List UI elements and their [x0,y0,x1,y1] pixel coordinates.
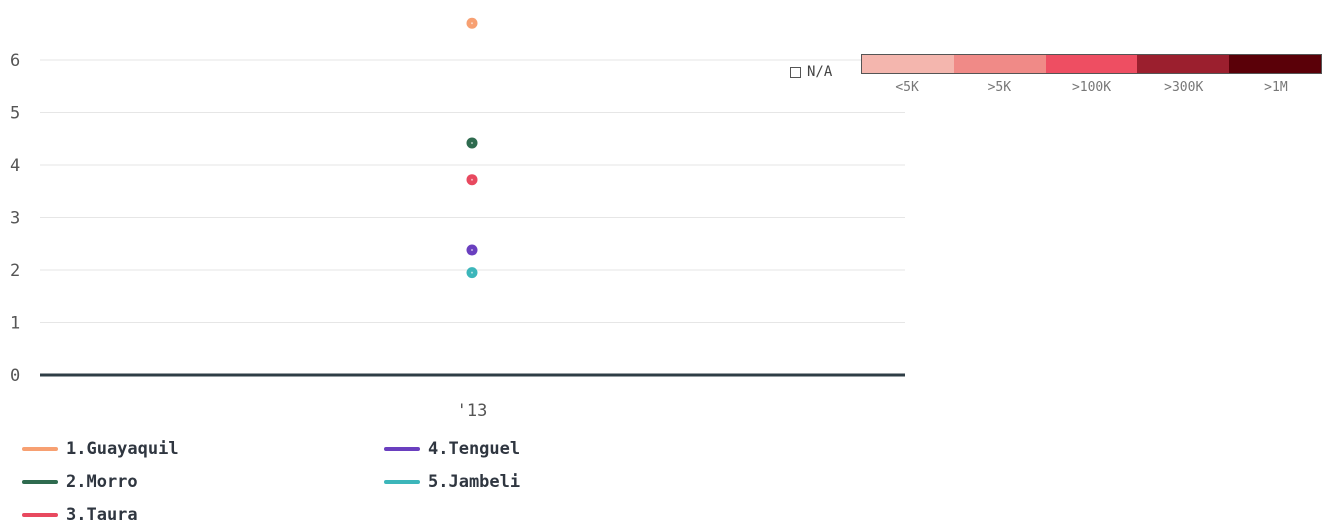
legend-swatch [22,447,58,451]
color-scale-labels: <5K >5K >100K >300K >1M [861,80,1322,95]
color-scale-label: <5K [895,80,919,95]
y-tick-label: 2 [10,261,20,281]
legend-item[interactable]: 2.Morro [22,469,138,495]
y-tick-label: 5 [10,104,20,124]
na-swatch [790,66,801,78]
color-scale-segment [953,55,1046,73]
x-tick-label: '13 [457,401,488,421]
color-scale-segment [1229,55,1321,73]
chart-plot: 0 1 2 3 4 5 6 '13 [10,17,905,421]
color-scale-label: >300K [1164,80,1204,95]
color-scale-bar [861,54,1322,74]
y-tick-label: 0 [10,366,20,386]
legend-swatch [384,480,420,484]
data-point-highlight [471,249,473,252]
y-tick-label: 1 [10,314,20,334]
legend-item[interactable]: 3.Taura [22,502,138,528]
legend-label: 2.Morro [66,472,138,492]
legend-label: 4.Tenguel [428,439,521,459]
y-tick-label: 4 [10,156,20,176]
legend-label: 3.Taura [66,505,138,525]
legend-swatch [384,447,420,451]
color-scale-label: >5K [987,80,1012,95]
legend-label: 1.Guayaquil [66,439,179,459]
color-scale-segment [1137,55,1230,73]
color-scale-label: >100K [1071,80,1112,95]
legend-swatch [22,513,58,517]
na-legend: N/A [790,64,832,80]
data-point-highlight [471,22,473,25]
legend-swatch [22,480,58,484]
data-point-highlight [471,141,473,144]
color-scale-segment [1045,55,1138,73]
data-point-highlight [471,271,473,274]
color-scale-label: >1M [1264,80,1288,95]
legend-label: 5.Jambeli [428,472,521,492]
legend-item[interactable]: 5.Jambeli [384,469,520,495]
color-scale-segment [862,55,954,73]
legend-item[interactable]: 4.Tenguel [384,436,520,462]
data-point-highlight [471,178,473,181]
na-label: N/A [807,64,833,80]
series-legend: 1.Guayaquil 2.Morro 3.Taura 4.Tenguel 5.Jamb… [22,436,622,528]
y-tick-label: 6 [10,51,20,71]
legend-item[interactable]: 1.Guayaquil [22,436,179,462]
color-scale-legend: N/A <5K >5K >100K >300K >1M [790,54,1330,104]
y-tick-label: 3 [10,209,20,229]
